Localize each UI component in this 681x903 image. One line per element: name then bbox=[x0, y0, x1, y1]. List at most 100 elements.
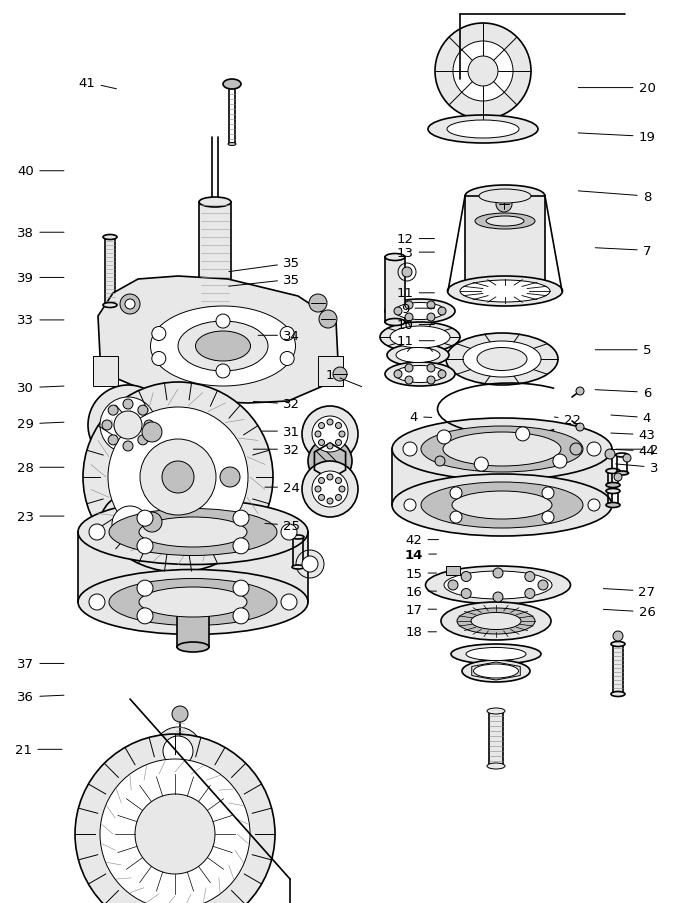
Circle shape bbox=[542, 488, 554, 499]
Circle shape bbox=[576, 387, 584, 396]
Circle shape bbox=[302, 556, 318, 573]
Circle shape bbox=[140, 440, 216, 516]
Circle shape bbox=[120, 294, 140, 314]
Ellipse shape bbox=[396, 349, 440, 363]
Ellipse shape bbox=[78, 570, 308, 635]
Ellipse shape bbox=[447, 276, 563, 307]
Ellipse shape bbox=[109, 509, 277, 556]
Text: 22: 22 bbox=[554, 414, 580, 426]
Polygon shape bbox=[98, 276, 338, 404]
Text: 20: 20 bbox=[578, 82, 655, 95]
Text: 30: 30 bbox=[18, 382, 64, 395]
Ellipse shape bbox=[209, 336, 221, 340]
Circle shape bbox=[493, 568, 503, 578]
Circle shape bbox=[280, 352, 294, 366]
Ellipse shape bbox=[479, 190, 531, 204]
Bar bbox=[93, 357, 118, 386]
Ellipse shape bbox=[385, 363, 455, 386]
Text: 14: 14 bbox=[405, 548, 437, 561]
Ellipse shape bbox=[139, 517, 247, 547]
Bar bbox=[465, 197, 545, 292]
Circle shape bbox=[427, 302, 435, 310]
Text: 16: 16 bbox=[406, 585, 437, 598]
Text: 27: 27 bbox=[603, 585, 655, 598]
Ellipse shape bbox=[385, 255, 405, 261]
Ellipse shape bbox=[199, 198, 231, 208]
Circle shape bbox=[137, 538, 153, 554]
Bar bbox=[105, 237, 115, 305]
Circle shape bbox=[312, 471, 348, 507]
Ellipse shape bbox=[475, 214, 535, 229]
Ellipse shape bbox=[452, 491, 552, 519]
Ellipse shape bbox=[447, 121, 519, 139]
Ellipse shape bbox=[199, 308, 231, 318]
Circle shape bbox=[233, 609, 249, 624]
Circle shape bbox=[281, 594, 297, 610]
Ellipse shape bbox=[443, 433, 561, 467]
Circle shape bbox=[405, 313, 413, 321]
Text: 25: 25 bbox=[265, 519, 300, 532]
Text: 11: 11 bbox=[397, 287, 434, 300]
Bar bbox=[199, 203, 231, 312]
Text: 4: 4 bbox=[410, 411, 432, 424]
Text: 33: 33 bbox=[18, 314, 64, 327]
Circle shape bbox=[525, 589, 535, 599]
Bar bbox=[318, 357, 343, 386]
Text: 6: 6 bbox=[595, 386, 651, 399]
Circle shape bbox=[405, 365, 413, 373]
Ellipse shape bbox=[428, 116, 538, 144]
Circle shape bbox=[137, 510, 153, 526]
Ellipse shape bbox=[473, 665, 518, 678]
Ellipse shape bbox=[611, 692, 625, 697]
Circle shape bbox=[135, 794, 215, 874]
Bar bbox=[78, 533, 308, 602]
Ellipse shape bbox=[606, 503, 620, 507]
Circle shape bbox=[309, 294, 327, 312]
Text: 13: 13 bbox=[397, 247, 434, 259]
Ellipse shape bbox=[395, 366, 445, 383]
Text: 12: 12 bbox=[397, 233, 434, 246]
Circle shape bbox=[319, 423, 325, 429]
Text: 42: 42 bbox=[406, 534, 439, 546]
Text: 24: 24 bbox=[265, 481, 300, 494]
Circle shape bbox=[154, 727, 202, 775]
Ellipse shape bbox=[387, 345, 449, 367]
Text: 43: 43 bbox=[611, 429, 655, 442]
Circle shape bbox=[233, 581, 249, 597]
Text: 5: 5 bbox=[595, 344, 651, 357]
Circle shape bbox=[538, 581, 548, 591]
Ellipse shape bbox=[611, 642, 625, 647]
Ellipse shape bbox=[451, 644, 541, 665]
Ellipse shape bbox=[178, 321, 268, 372]
Circle shape bbox=[525, 572, 535, 582]
Circle shape bbox=[319, 311, 337, 329]
Circle shape bbox=[450, 488, 462, 499]
Ellipse shape bbox=[486, 217, 524, 227]
Circle shape bbox=[427, 365, 435, 373]
Circle shape bbox=[142, 423, 162, 442]
Circle shape bbox=[394, 370, 402, 378]
Circle shape bbox=[216, 314, 230, 329]
Circle shape bbox=[405, 377, 413, 385]
Ellipse shape bbox=[457, 609, 535, 634]
Circle shape bbox=[100, 759, 250, 903]
Text: 44: 44 bbox=[611, 445, 655, 458]
Circle shape bbox=[102, 421, 112, 431]
Ellipse shape bbox=[395, 303, 445, 321]
Text: 19: 19 bbox=[578, 131, 655, 144]
Ellipse shape bbox=[441, 602, 551, 640]
Text: 15: 15 bbox=[406, 567, 437, 580]
Ellipse shape bbox=[392, 418, 612, 480]
Circle shape bbox=[516, 427, 530, 442]
Ellipse shape bbox=[616, 471, 629, 476]
Ellipse shape bbox=[426, 566, 571, 604]
Bar bbox=[177, 602, 209, 647]
Ellipse shape bbox=[466, 647, 526, 661]
Ellipse shape bbox=[390, 327, 450, 349]
Ellipse shape bbox=[103, 303, 117, 308]
Ellipse shape bbox=[606, 489, 620, 494]
Circle shape bbox=[100, 397, 156, 453]
Text: 38: 38 bbox=[18, 227, 64, 239]
Circle shape bbox=[493, 592, 503, 602]
Bar bbox=[211, 312, 219, 338]
